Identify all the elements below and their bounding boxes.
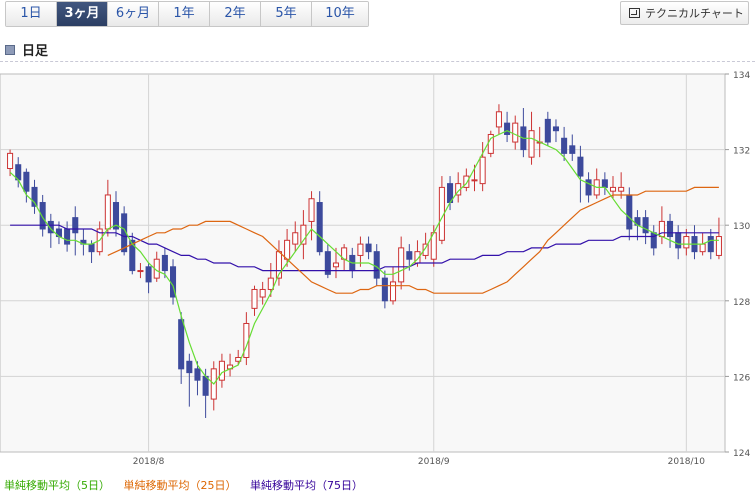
candle-body-down — [569, 145, 576, 154]
candle-body-up — [137, 270, 144, 273]
section-header: 日足 — [5, 40, 48, 59]
tab-1-year[interactable]: 1年 — [159, 2, 210, 26]
candle-body-down — [504, 122, 511, 135]
candle-body-down — [552, 126, 559, 132]
candle-body-down — [316, 202, 323, 253]
candle-body-down — [626, 194, 633, 230]
candle-body-up — [699, 243, 706, 253]
candle-body-down — [561, 137, 568, 154]
y-tick-label: 126 — [733, 373, 750, 383]
candle-body-up — [683, 236, 690, 249]
candle-body-down — [186, 360, 193, 374]
legend-ma75: 単純移動平均（75日） — [250, 479, 363, 492]
candle-body-up — [218, 360, 225, 381]
candle-body-up — [284, 239, 291, 260]
tab-10-years[interactable]: 10年 — [312, 2, 368, 26]
candle-body-up — [104, 194, 111, 230]
candle-body-down — [707, 236, 714, 253]
candle-body-down — [667, 220, 674, 238]
tab-6-months[interactable]: 6ヶ月 — [108, 2, 159, 26]
ma25-line — [107, 186, 719, 294]
candle-body-up — [292, 232, 299, 245]
x-tick-label: 2018/9 — [418, 457, 450, 467]
candle-body-up — [658, 220, 665, 238]
candle-body-down — [64, 228, 71, 245]
y-tick-label: 134 — [733, 71, 750, 81]
candle-body-up — [479, 156, 486, 185]
square-bullet-icon — [5, 44, 15, 55]
tab-3-months[interactable]: 3ヶ月 — [57, 2, 108, 26]
candle-body-up — [308, 198, 315, 222]
candle-body-up — [398, 247, 405, 283]
candle-body-down — [544, 118, 551, 143]
candle-body-down — [145, 266, 152, 283]
technical-chart-button[interactable]: テクニカルチャート — [620, 1, 749, 25]
candle-body-down — [642, 217, 649, 234]
candle-body-down — [194, 368, 201, 381]
candle-body-up — [422, 243, 429, 256]
candle-body-down — [23, 171, 30, 192]
legend-ma5: 単純移動平均（5日） — [4, 479, 110, 492]
candle-body-up — [332, 262, 340, 268]
candle-body-up — [512, 122, 519, 143]
candle-body-down — [577, 156, 584, 177]
candle-body-down — [88, 243, 95, 253]
legend: 単純移動平均（5日） 単純移動平均（25日） 単純移動平均（75日） — [4, 477, 373, 493]
candle-body-down — [47, 220, 54, 234]
candle-body-down — [585, 179, 592, 196]
dashed-divider — [0, 61, 755, 62]
candle-body-down — [161, 254, 168, 272]
candle-body-up — [300, 224, 307, 245]
candle-body-up — [259, 288, 266, 298]
candle-body-up — [267, 277, 274, 290]
candle-body-down — [72, 217, 79, 234]
candle-body-down — [406, 251, 413, 260]
y-tick-label: 124 — [733, 449, 750, 459]
candle-body-down — [31, 186, 38, 207]
y-tick-label: 132 — [733, 147, 750, 157]
y-tick-label: 130 — [733, 222, 750, 232]
candle-body-down — [381, 277, 388, 302]
candle-body-up — [251, 288, 258, 309]
candle-body-up — [463, 175, 470, 188]
candle-body-up — [357, 243, 364, 256]
x-tick-label: 2018/10 — [668, 457, 706, 467]
candle-body-up — [528, 130, 535, 158]
candle-body-up — [7, 152, 14, 170]
candle-body-down — [202, 375, 209, 396]
technical-chart-label: テクニカルチャート — [645, 7, 744, 20]
tab-1-day[interactable]: 1日 — [6, 2, 57, 26]
candle-body-up — [618, 186, 625, 192]
candle-body-down — [112, 202, 120, 230]
moving-averages — [9, 130, 719, 385]
candle-body-up — [609, 186, 617, 192]
candle-body-up — [389, 281, 397, 302]
candle-body-down — [324, 251, 331, 275]
candle-body-down — [365, 243, 372, 253]
candle-body-down — [601, 179, 608, 188]
tab-2-years[interactable]: 2年 — [210, 2, 261, 26]
y-tick-label: 128 — [733, 298, 750, 308]
x-tick-label: 2018/8 — [133, 457, 165, 467]
candle-body-up — [495, 111, 502, 128]
ma5-line — [9, 130, 719, 385]
candle-body-down — [373, 251, 380, 279]
window-icon — [629, 8, 640, 18]
x-axis-ticks: 2018/8 2018/9 2018/10 — [133, 457, 706, 467]
section-title: 日足 — [22, 44, 49, 59]
candle-body-up — [471, 179, 478, 182]
y-axis-ticks: 124 126 128 130 132 134 — [725, 71, 750, 459]
candle-body-down — [129, 239, 136, 272]
candle-body-down — [178, 319, 185, 370]
candle-body-down — [675, 232, 682, 249]
period-tabs: 1日 3ヶ月 6ヶ月 1年 2年 5年 10年 — [5, 1, 369, 27]
tab-5-years[interactable]: 5年 — [261, 2, 312, 26]
legend-ma25: 単純移動平均（25日） — [123, 479, 237, 492]
candle-body-down — [39, 202, 46, 230]
candle-body-up — [715, 236, 722, 256]
